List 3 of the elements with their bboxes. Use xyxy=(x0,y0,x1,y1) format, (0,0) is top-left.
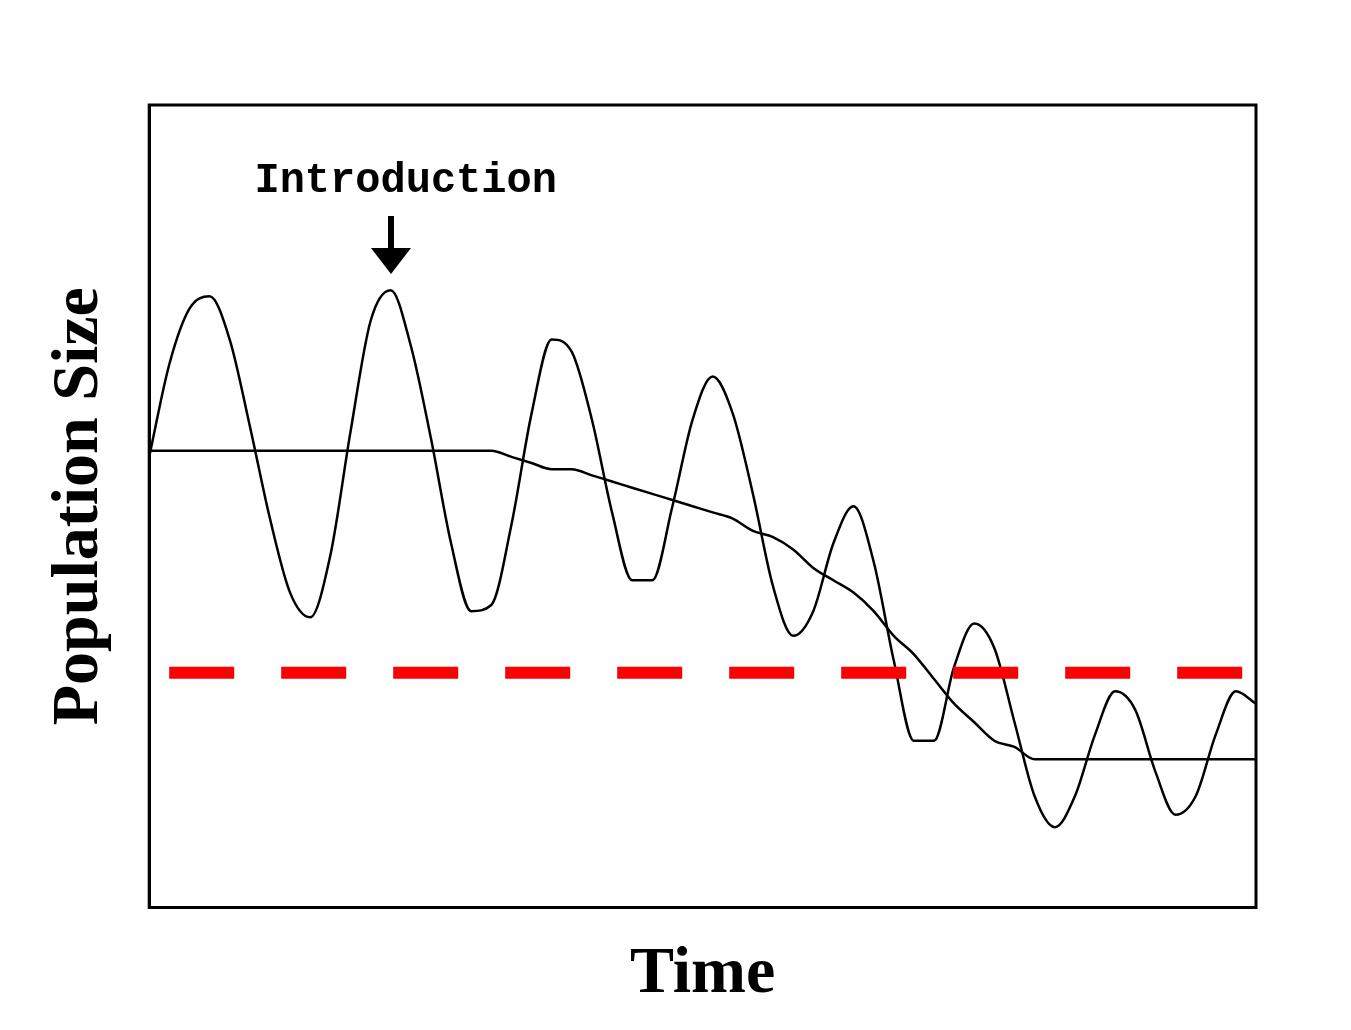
x-axis-title: Time xyxy=(629,933,776,1007)
y-axis-title: Population Size xyxy=(37,287,111,726)
text: Introduction xyxy=(254,156,557,205)
